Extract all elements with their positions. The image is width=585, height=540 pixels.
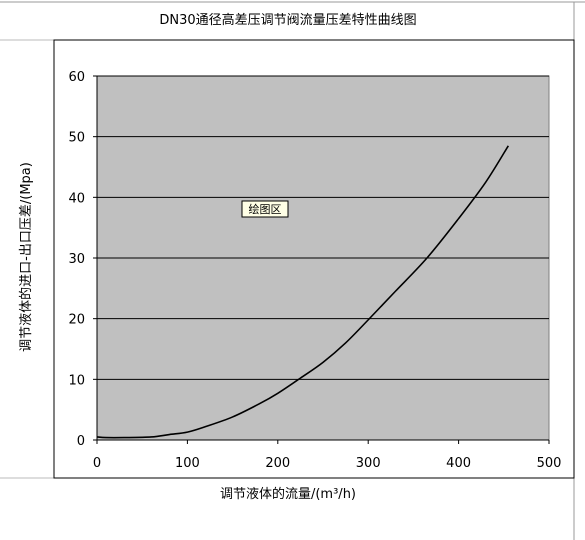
plot-area-tooltip-box (241, 200, 289, 218)
x-tick-label: 200 (265, 456, 290, 471)
x-axis-tick-labels: 0 100 200 300 400 500 (93, 456, 562, 471)
y-tick-label: 40 (68, 191, 85, 206)
plot-area-tooltip-label: 绘图区 (249, 202, 282, 216)
x-tick-label: 400 (446, 456, 471, 471)
y-tick-label: 50 (68, 131, 85, 146)
x-axis-title: 调节液体的流量/(m³/h) (220, 486, 356, 502)
y-tick-label: 60 (68, 70, 85, 85)
x-tick-label: 0 (93, 456, 101, 471)
y-tick-label: 0 (77, 434, 85, 449)
series-group (96, 145, 509, 439)
y-tick-label: 20 (68, 313, 85, 328)
y-tick-label: 30 (68, 252, 85, 267)
y-axis-tick-labels: 0 10 20 30 40 50 60 (68, 70, 85, 449)
x-tick-label: 100 (175, 456, 200, 471)
chart-title: DN30通径高差压调节阀流量压差特性曲线图 (159, 12, 416, 28)
x-tick-label: 300 (356, 456, 381, 471)
plot-area-tooltip: 绘图区 (241, 200, 289, 218)
y-tick-label: 10 (68, 373, 85, 388)
gridlines (93, 75, 550, 444)
y-axis-title: 调节液体的进口-出口压差/(Mpa) (18, 162, 34, 352)
series-line-0 (96, 145, 509, 439)
x-tick-label: 500 (537, 456, 562, 471)
